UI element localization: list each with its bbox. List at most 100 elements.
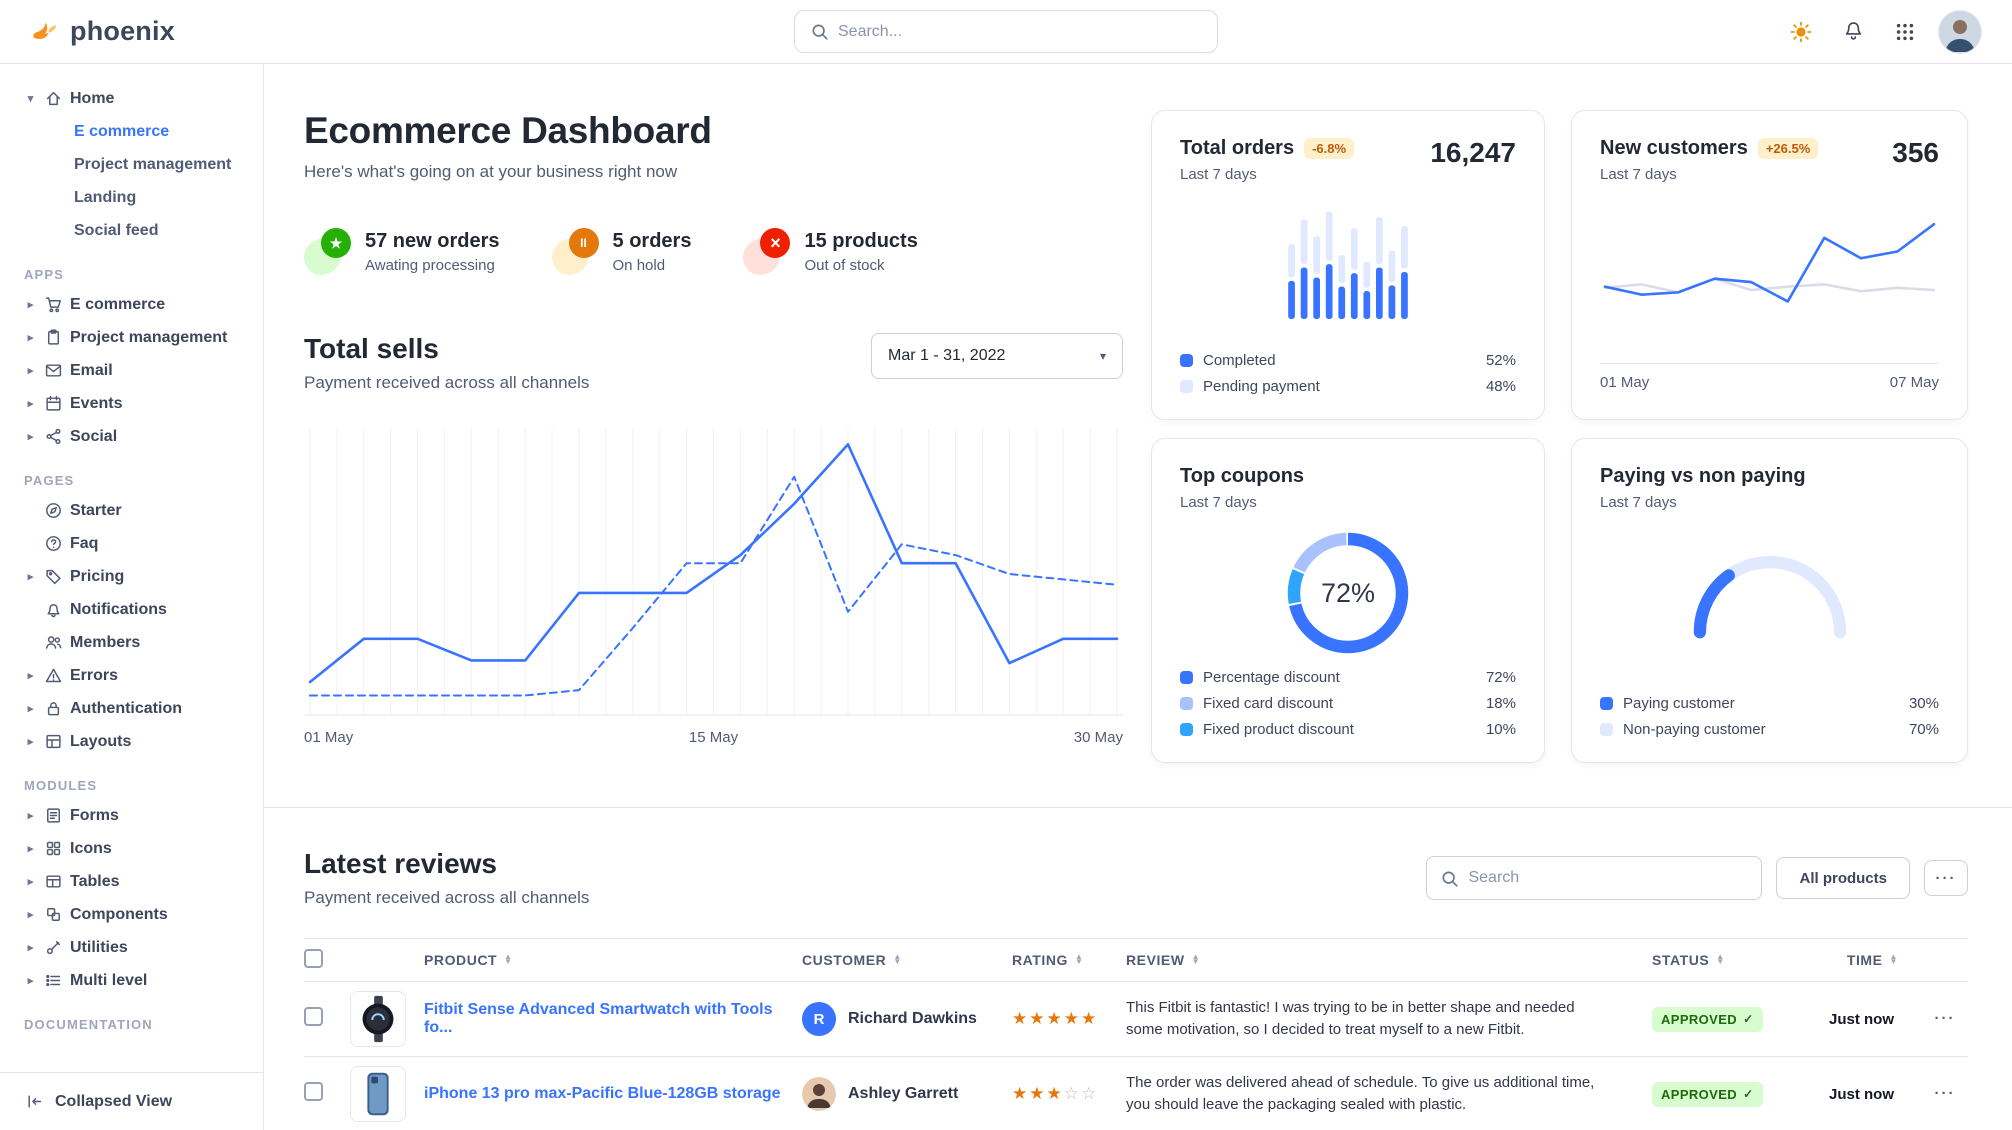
column-header-status[interactable]: STATUS bbox=[1652, 952, 1802, 968]
chevron-right-icon: ▸ bbox=[27, 975, 34, 987]
sidebar-item-project-management[interactable]: ▸ Project management bbox=[16, 321, 249, 354]
top-coupons-card: Top coupons Last 7 days 72% Percentage d… bbox=[1151, 438, 1545, 763]
orders-legend-item: Pending payment 48% bbox=[1180, 378, 1516, 395]
sidebar-item-project-management[interactable]: Project management bbox=[74, 155, 232, 173]
nav-actions bbox=[1782, 9, 1982, 54]
sidebar: ▾ Home E commerce Project management Landing… bbox=[0, 64, 264, 1130]
sidebar-item-members[interactable]: Members bbox=[16, 626, 249, 659]
chevron-right-icon: ▸ bbox=[27, 909, 34, 921]
total-sells-subtitle: Payment received across all channels bbox=[304, 373, 590, 392]
dashboard-top-section: Ecommerce Dashboard Here's what's going … bbox=[304, 110, 1968, 763]
sidebar-item-pricing[interactable]: ▸ Pricing bbox=[16, 560, 249, 593]
sidebar-item-multi-level[interactable]: ▸ Multi level bbox=[16, 964, 249, 997]
reviews-table: PRODUCT CUSTOMER RATING REVIEW STATUS TI… bbox=[304, 938, 1968, 1130]
x-tick: 07 May bbox=[1889, 374, 1939, 391]
stat-item: ★ 57 new orders Awating processing bbox=[304, 228, 500, 275]
status-label: APPROVED bbox=[1661, 1011, 1738, 1027]
star-icon: ☆ bbox=[1081, 1084, 1099, 1103]
total-orders-bar-chart bbox=[1288, 211, 1408, 319]
star-icon: ★ bbox=[1029, 1009, 1047, 1028]
notifications-button[interactable] bbox=[1834, 13, 1872, 51]
sidebar-item-e-commerce[interactable]: ▸ E commerce bbox=[16, 288, 249, 321]
sidebar-item-social-feed[interactable]: Social feed bbox=[74, 221, 159, 239]
reviews-search-input[interactable] bbox=[1468, 869, 1748, 887]
sidebar-item-forms[interactable]: ▸ Forms bbox=[16, 799, 249, 832]
user-avatar[interactable] bbox=[1938, 9, 1982, 54]
sidebar-item-label: Authentication bbox=[70, 699, 182, 717]
sidebar-item-icons[interactable]: ▸ Icons bbox=[16, 832, 249, 865]
star-icon: ★ bbox=[1081, 1009, 1099, 1028]
stat-item: × 15 products Out of stock bbox=[743, 228, 918, 275]
all-products-button[interactable]: All products bbox=[1776, 857, 1910, 899]
date-range-select[interactable]: Mar 1 - 31, 2022 ▾ bbox=[871, 333, 1123, 379]
sidebar-item-authentication[interactable]: ▸ Authentication bbox=[16, 692, 249, 725]
sidebar-item-components[interactable]: ▸ Components bbox=[16, 898, 249, 931]
sidebar-item-faq[interactable]: Faq bbox=[16, 527, 249, 560]
sidebar-item-layouts[interactable]: ▸ Layouts bbox=[16, 725, 249, 758]
row-actions-button[interactable]: ··· bbox=[1934, 1085, 1956, 1102]
sidebar-item-email[interactable]: ▸ Email bbox=[16, 354, 249, 387]
column-header-product[interactable]: PRODUCT bbox=[350, 952, 802, 968]
apps-grid-button[interactable] bbox=[1886, 13, 1924, 51]
pause-stat-icon: II bbox=[551, 228, 599, 275]
sidebar-item-utilities[interactable]: ▸ Utilities bbox=[16, 931, 249, 964]
customer-name: Richard Dawkins bbox=[848, 1010, 977, 1027]
total-orders-legend: Completed 52% Pending payment 48% bbox=[1180, 352, 1516, 395]
sidebar-item-label: Faq bbox=[70, 534, 99, 552]
select-all-checkbox[interactable] bbox=[304, 949, 323, 968]
column-header-review[interactable]: REVIEW bbox=[1126, 952, 1652, 968]
column-header-rating[interactable]: RATING bbox=[1012, 952, 1126, 968]
check-icon: ✓ bbox=[1743, 1087, 1754, 1101]
sidebar-item-home[interactable]: ▾ Home bbox=[16, 82, 249, 115]
theme-toggle-button[interactable] bbox=[1782, 13, 1820, 51]
sort-icon bbox=[1075, 955, 1083, 965]
stat-value: 57 new orders bbox=[365, 229, 500, 252]
chevron-right-icon: ▸ bbox=[27, 876, 34, 888]
sidebar-item-e-commerce[interactable]: E commerce bbox=[74, 122, 170, 140]
sidebar-item-social[interactable]: ▸ Social bbox=[16, 420, 249, 453]
global-search-input[interactable] bbox=[838, 22, 1201, 41]
paying-gauge bbox=[1680, 541, 1860, 640]
coupons-legend-item: Fixed card discount 18% bbox=[1180, 695, 1516, 712]
x-tick: 15 May bbox=[688, 729, 739, 746]
paying-legend: Paying customer 30% Non-paying customer 70% bbox=[1600, 695, 1939, 738]
user-avatar-image bbox=[1939, 10, 1981, 53]
card-period: Last 7 days bbox=[1180, 166, 1257, 183]
sidebar-item-notifications[interactable]: Notifications bbox=[16, 593, 249, 626]
coupons-legend-item: Fixed product discount 10% bbox=[1180, 721, 1516, 738]
home-icon bbox=[46, 91, 61, 106]
sidebar-item-events[interactable]: ▸ Events bbox=[16, 387, 249, 420]
sidebar-item-landing[interactable]: Landing bbox=[74, 188, 137, 206]
cart-icon bbox=[45, 297, 61, 313]
sidebar-item-tables[interactable]: ▸ Tables bbox=[16, 865, 249, 898]
more-options-button[interactable]: ··· bbox=[1924, 860, 1968, 896]
product-link[interactable]: Fitbit Sense Advanced Smartwatch with To… bbox=[424, 1001, 773, 1036]
sidebar-section-label-apps: APPS bbox=[24, 267, 65, 282]
row-checkbox[interactable] bbox=[304, 1082, 323, 1101]
sidebar-item-starter[interactable]: Starter bbox=[16, 494, 249, 527]
collapsed-view-toggle[interactable]: Collapsed View bbox=[0, 1072, 263, 1130]
main-content: Ecommerce Dashboard Here's what's going … bbox=[264, 64, 2012, 1130]
dashboard-left-column: Ecommerce Dashboard Here's what's going … bbox=[304, 110, 1123, 763]
row-checkbox[interactable] bbox=[304, 1007, 323, 1026]
product-link[interactable]: iPhone 13 pro max-Pacific Blue-128GB sto… bbox=[424, 1085, 781, 1102]
rating-stars: ★★★★★ bbox=[1012, 1009, 1126, 1029]
review-text: This Fitbit is fantastic! I was trying t… bbox=[1126, 998, 1575, 1039]
column-header-time[interactable]: TIME bbox=[1802, 952, 1922, 968]
brand-logo[interactable]: phoenix bbox=[30, 16, 175, 47]
sidebar-item-errors[interactable]: ▸ Errors bbox=[16, 659, 249, 692]
sort-icon bbox=[1192, 955, 1200, 965]
paying-legend-item: Paying customer 30% bbox=[1600, 695, 1939, 712]
new-customers-card: New customers +26.5% Last 7 days 356 01 … bbox=[1571, 110, 1968, 420]
star-icon: ★ bbox=[1029, 1084, 1047, 1103]
table-header: PRODUCT CUSTOMER RATING REVIEW STATUS TI… bbox=[304, 938, 1968, 982]
legend-label: Non-paying customer bbox=[1623, 721, 1766, 738]
star-icon: ★ bbox=[1012, 1084, 1030, 1103]
legend-dot bbox=[1180, 354, 1193, 367]
chevron-down-icon: ▾ bbox=[27, 93, 34, 105]
coupons-legend-item: Percentage discount 72% bbox=[1180, 669, 1516, 686]
sort-icon bbox=[1890, 955, 1898, 965]
row-actions-button[interactable]: ··· bbox=[1934, 1010, 1956, 1027]
total-sells-title: Total sells bbox=[304, 333, 439, 364]
column-header-customer[interactable]: CUSTOMER bbox=[802, 952, 1012, 968]
